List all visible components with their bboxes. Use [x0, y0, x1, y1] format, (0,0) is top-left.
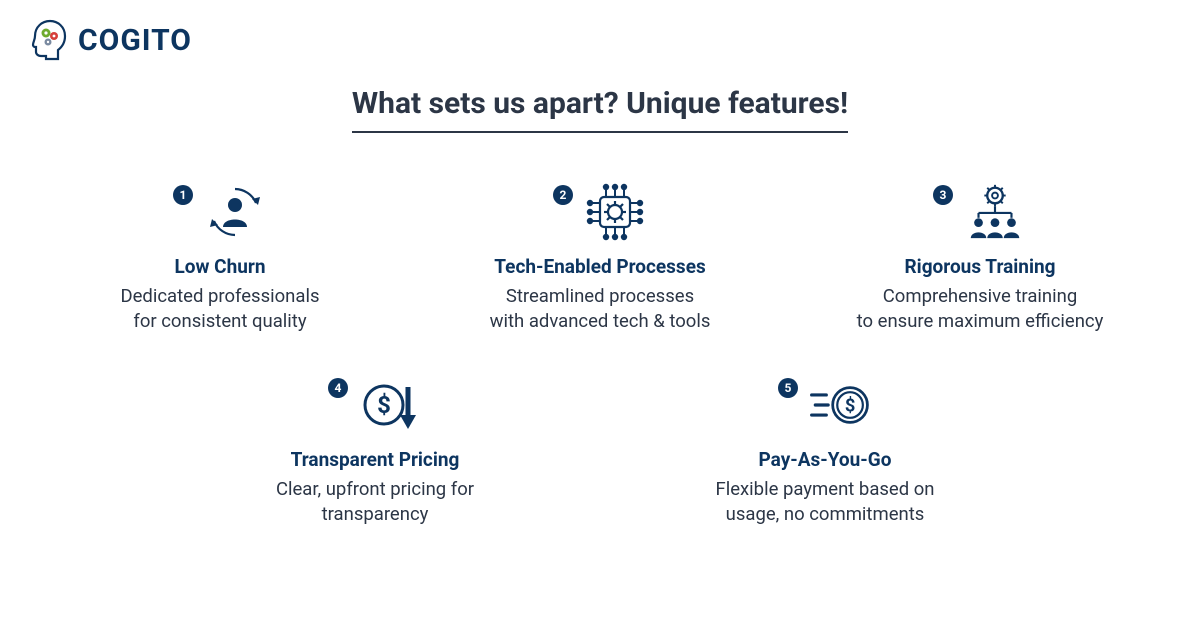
feature-number-badge: 5 — [778, 378, 798, 398]
rigorous-training-icon — [963, 181, 1027, 243]
feature-title: Pay-As-You-Go — [655, 448, 995, 471]
low-churn-icon — [203, 181, 267, 243]
feature-title: Tech-Enabled Processes — [430, 255, 770, 278]
pay-as-you-go-icon: $ — [808, 374, 872, 436]
feature-desc: Dedicated professionals for consistent q… — [50, 284, 390, 334]
feature-rigorous-training: 3 — [810, 181, 1150, 334]
feature-desc: Clear, upfront pricing for transparency — [205, 477, 545, 527]
logo-head-icon — [28, 18, 72, 62]
feature-transparent-pricing: 4 $ Transparent Pricing Clear, upfront p… — [205, 374, 545, 527]
feature-desc: Streamlined processes with advanced tech… — [430, 284, 770, 334]
feature-number-badge: 4 — [328, 378, 348, 398]
feature-desc: Flexible payment based on usage, no comm… — [655, 477, 995, 527]
tech-processes-icon — [583, 181, 647, 243]
feature-icon-row: 3 — [810, 181, 1150, 243]
feature-title: Rigorous Training — [810, 255, 1150, 278]
feature-title: Transparent Pricing — [205, 448, 545, 471]
transparent-pricing-icon: $ — [358, 374, 422, 436]
feature-pay-as-you-go: 5 $ Pay-As-You-Go Flexible payment based… — [655, 374, 995, 527]
page-heading: What sets us apart? Unique features! — [352, 86, 848, 133]
feature-number-badge: 2 — [553, 185, 573, 205]
feature-desc: Comprehensive training to ensure maximum… — [810, 284, 1150, 334]
feature-tech-enabled: 2 — [430, 181, 770, 334]
feature-number-badge: 1 — [173, 185, 193, 205]
svg-text:$: $ — [377, 391, 391, 419]
feature-title: Low Churn — [50, 255, 390, 278]
logo-text: COGITO — [78, 23, 192, 58]
feature-icon-row: 4 $ — [205, 374, 545, 436]
logo: COGITO — [28, 18, 192, 62]
feature-icon-row: 5 $ — [655, 374, 995, 436]
features-grid: 1 Low Churn Dedicated professionals for … — [0, 181, 1200, 370]
feature-icon-row: 2 — [430, 181, 770, 243]
features-row-2: 4 $ Transparent Pricing Clear, upfront p… — [0, 374, 1200, 563]
feature-low-churn: 1 Low Churn Dedicated professionals for … — [50, 181, 390, 334]
feature-number-badge: 3 — [933, 185, 953, 205]
svg-text:$: $ — [845, 395, 855, 416]
feature-icon-row: 1 — [50, 181, 390, 243]
